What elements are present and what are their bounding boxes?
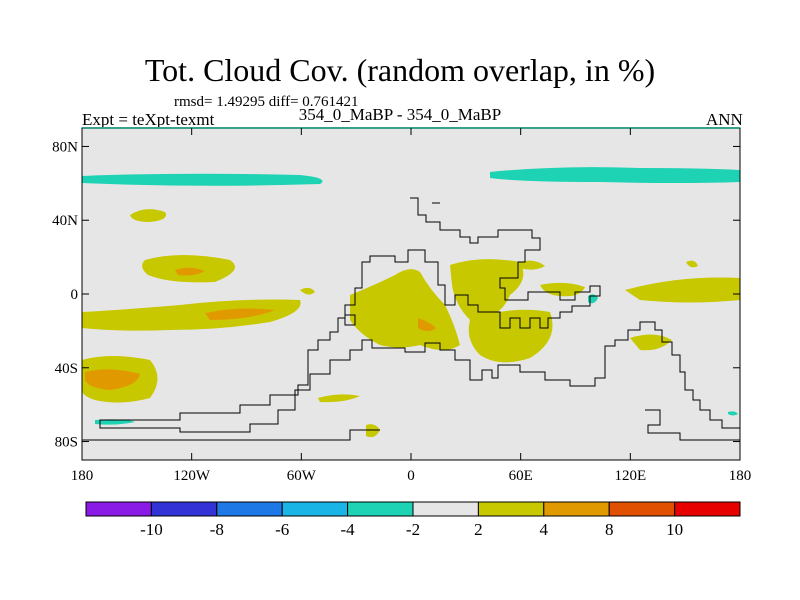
contour-region — [85, 369, 140, 390]
colorbar-swatch — [85, 501, 152, 517]
contour-region — [175, 267, 205, 276]
lon-tick-label: 120W — [173, 468, 211, 484]
contour-region — [490, 167, 740, 183]
colorbar-label: -10 — [140, 520, 163, 539]
lat-tick-label: 40S — [55, 361, 78, 377]
contour-region — [130, 209, 166, 222]
colorbar-swatch — [216, 501, 283, 517]
continent-outline — [99, 197, 740, 433]
stats-subtitle: rmsd= 1.49295 diff= 0.761421 — [174, 94, 359, 110]
colorbar-label: 10 — [666, 520, 683, 539]
colorbar-swatch — [412, 501, 479, 517]
colorbar-swatch — [608, 501, 676, 517]
continent-outline — [344, 314, 356, 326]
lat-tick-label: 40N — [52, 213, 78, 229]
contour-region — [418, 318, 436, 331]
lon-tick-label: 60E — [509, 468, 533, 484]
colorbar-label: 2 — [474, 520, 483, 539]
lon-tick-label: 120E — [614, 468, 646, 484]
contour-region — [728, 411, 738, 416]
contour-region — [82, 173, 323, 186]
contour-region — [686, 260, 698, 268]
colorbar-label: -2 — [406, 520, 420, 539]
lat-tick-label: 80N — [52, 139, 78, 155]
experiment-label: Expt = teXpt-texmt — [82, 110, 215, 129]
contour-region — [95, 419, 135, 425]
colorbar-swatch — [150, 501, 218, 517]
colorbar-label: -4 — [341, 520, 356, 539]
season-label: ANN — [706, 110, 743, 129]
contour-region — [82, 299, 301, 331]
colorbar-swatch — [477, 501, 545, 517]
contour-region — [300, 287, 315, 295]
map-plot-area: 80N 40N 0 40S 80S 180 120W 60W 0 60E 120E 180 — [52, 127, 751, 484]
colorbar-swatch — [347, 501, 414, 517]
colorbar-label: 8 — [605, 520, 614, 539]
colorbar-label: 4 — [540, 520, 549, 539]
lon-tick-label: 180 — [71, 468, 94, 484]
contour-region — [625, 277, 740, 303]
lat-tick-label: 80S — [55, 435, 78, 451]
contour-region — [540, 282, 585, 297]
colorbar-label: -6 — [275, 520, 289, 539]
contour-region — [520, 260, 545, 270]
axis-ticks: 80N 40N 0 40S 80S 180 120W 60W 0 60E 120E 180 — [52, 128, 751, 484]
contour-region — [468, 309, 553, 363]
lat-tick-label: 0 — [71, 287, 79, 303]
colorbar-swatch — [674, 501, 741, 517]
colorbar-swatch — [543, 501, 610, 517]
lon-tick-label: 60W — [287, 468, 317, 484]
colorbar-swatch — [281, 501, 349, 517]
colorbar-label: -8 — [210, 520, 224, 539]
lon-tick-label: 0 — [407, 468, 415, 484]
contour-region — [318, 394, 360, 403]
continent-outline — [82, 429, 380, 441]
contour-region — [366, 424, 380, 438]
chart-title: Tot. Cloud Cov. (random overlap, in %) — [144, 52, 656, 88]
case-label: 354_0_MaBP - 354_0_MaBP — [298, 105, 502, 124]
continent-outline — [645, 409, 740, 441]
lon-tick-label: 180 — [729, 468, 752, 484]
coastlines — [82, 197, 740, 441]
contour-region — [205, 308, 275, 320]
colorbar: -10 -8 -6 -4 -2 2 4 8 10 — [85, 501, 741, 539]
